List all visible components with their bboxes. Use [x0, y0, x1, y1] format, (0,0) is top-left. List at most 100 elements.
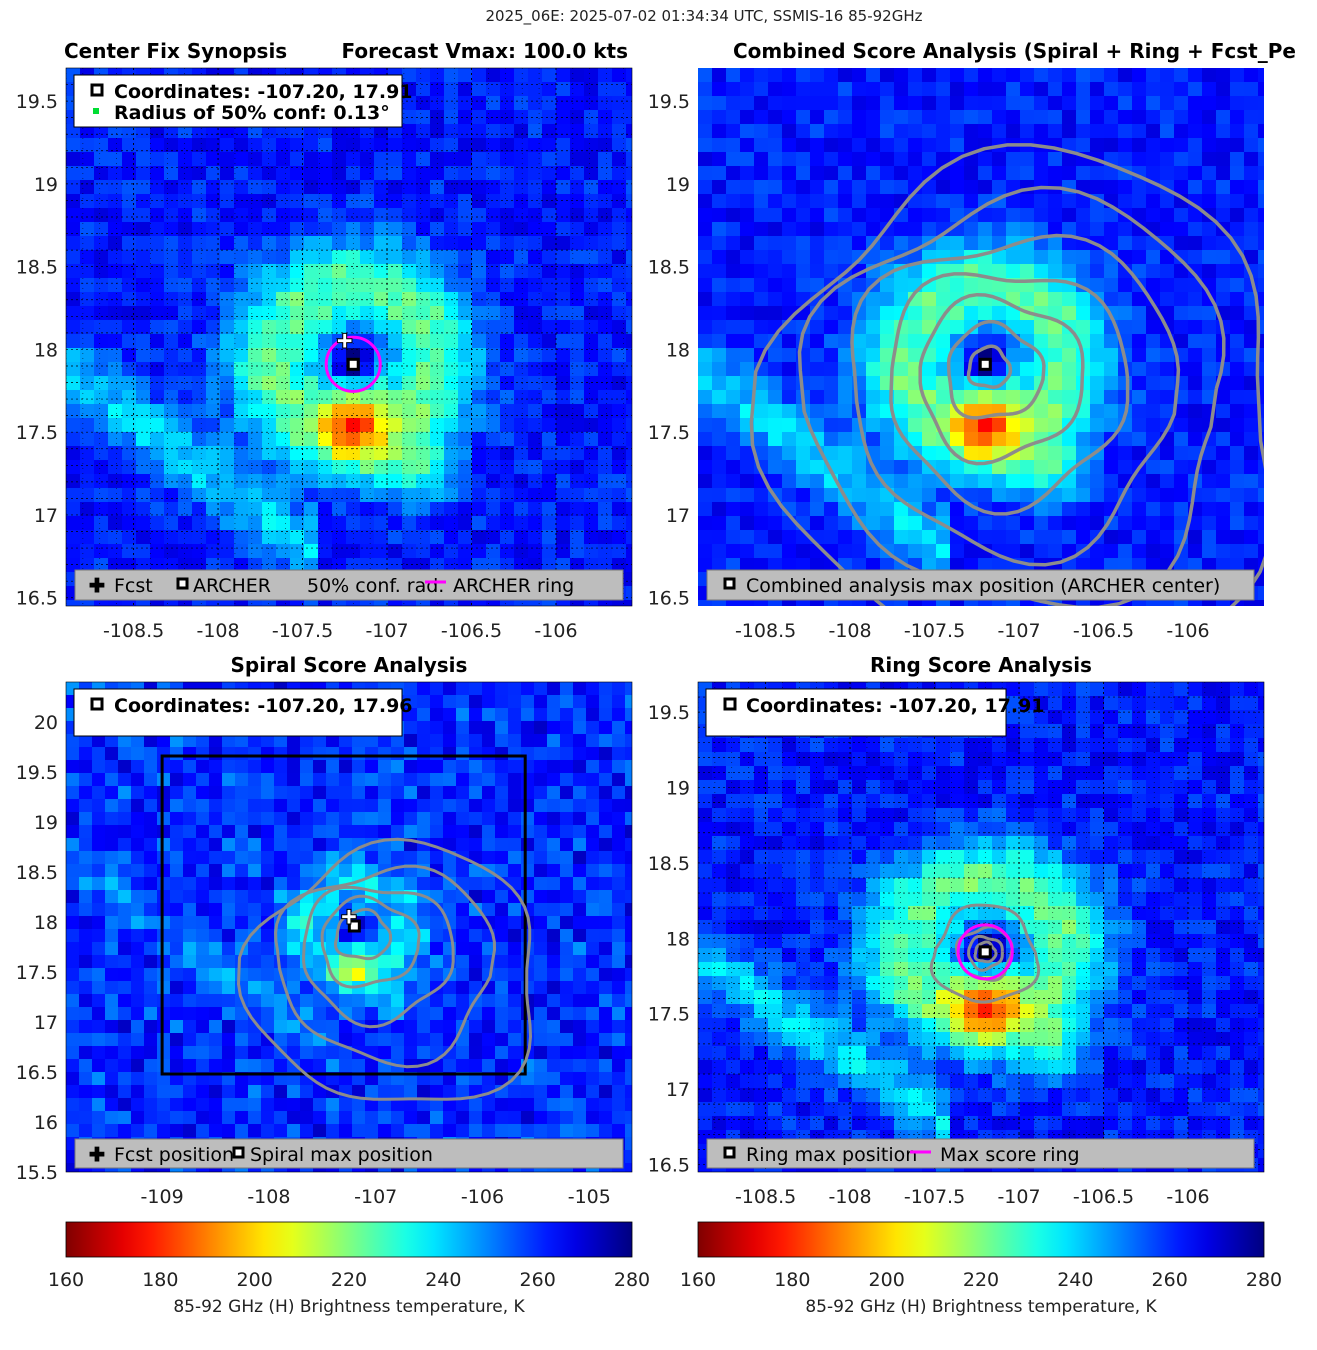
heatmap-cell [500, 208, 515, 223]
heatmap-cell [416, 488, 431, 503]
heatmap-cell [178, 530, 193, 545]
heatmap-cell [444, 544, 459, 559]
heatmap-cell [612, 334, 627, 349]
heatmap-cell [170, 1098, 184, 1112]
heatmap-cell [586, 942, 600, 956]
heatmap-cell [508, 994, 522, 1008]
heatmap-cell [346, 222, 361, 237]
heatmap-cell [248, 994, 262, 1008]
heatmap-cell [92, 864, 106, 878]
heatmap-cell [1020, 446, 1035, 461]
heatmap-cell [458, 208, 473, 223]
heatmap-cell [514, 460, 529, 475]
heatmap-cell [612, 1111, 626, 1125]
heatmap-cell [300, 1007, 314, 1021]
heatmap-cell [1216, 530, 1231, 545]
heatmap-cell [105, 1098, 119, 1112]
center-fix-heatmap [66, 68, 632, 606]
heatmap-cell [206, 320, 221, 335]
heatmap-cell [598, 110, 613, 125]
heatmap-cell [1020, 348, 1035, 363]
heatmap-cell [726, 432, 741, 447]
heatmap-cell [332, 488, 347, 503]
heatmap-cell [456, 695, 470, 709]
heatmap-cell [824, 180, 839, 195]
heatmap-cell [824, 446, 839, 461]
heatmap-cell [964, 600, 979, 606]
heatmap-cell [170, 773, 184, 787]
heatmap-cell [456, 929, 470, 943]
heatmap-cell [365, 968, 379, 982]
heatmap-cell [866, 68, 881, 83]
heatmap-cell [482, 812, 496, 826]
heatmap-cell [584, 96, 599, 111]
heatmap-cell [712, 278, 727, 293]
heatmap-cell [992, 516, 1007, 531]
heatmap-cell [66, 446, 81, 461]
heatmap-cell [144, 968, 158, 982]
heatmap-cell [598, 446, 613, 461]
heatmap-cell [261, 890, 275, 904]
heatmap-cell [560, 942, 574, 956]
heatmap-cell [894, 166, 909, 181]
heatmap-cell [261, 903, 275, 917]
heatmap-cell [444, 152, 459, 167]
heatmap-cell [712, 516, 727, 531]
heatmap-cell [164, 124, 179, 139]
heatmap-cell [196, 929, 210, 943]
heatmap-cell [1174, 460, 1189, 475]
heatmap-cell [157, 799, 171, 813]
heatmap-cell [1132, 264, 1147, 279]
heatmap-cell [922, 544, 937, 559]
heatmap-cell [404, 825, 418, 839]
heatmap-cell [922, 152, 937, 167]
heatmap-cell [374, 390, 389, 405]
heatmap-cell [586, 773, 600, 787]
heatmap-cell [712, 474, 727, 489]
heatmap-cell [235, 903, 249, 917]
heatmap-cell [754, 334, 769, 349]
heatmap-cell [612, 390, 627, 405]
heatmap-cell [192, 516, 207, 531]
heatmap-cell [528, 418, 543, 433]
heatmap-cell [118, 760, 132, 774]
heatmap-cell [796, 138, 811, 153]
heatmap-cell [192, 278, 207, 293]
heatmap-cell [852, 236, 867, 251]
heatmap-cell [222, 1098, 236, 1112]
heatmap-cell [274, 851, 288, 865]
heatmap-cell [1188, 376, 1203, 391]
heatmap-cell [1216, 474, 1231, 489]
heatmap-cell [360, 544, 375, 559]
heatmap-cell [352, 838, 366, 852]
heatmap-cell [157, 1020, 171, 1034]
heatmap-cell [391, 734, 405, 748]
heatmap-cell [573, 773, 587, 787]
heatmap-cell [136, 320, 151, 335]
heatmap-cell [514, 474, 529, 489]
heatmap-cell [1216, 82, 1231, 97]
heatmap-cell [136, 488, 151, 503]
heatmap-cell [740, 362, 755, 377]
heatmap-cell [599, 734, 613, 748]
heatmap-cell [508, 838, 522, 852]
heatmap-cell [964, 278, 979, 293]
heatmap-cell [183, 955, 197, 969]
heatmap-cell [391, 760, 405, 774]
heatmap-cell [105, 812, 119, 826]
heatmap-cell [1202, 222, 1217, 237]
heatmap-cell [458, 320, 473, 335]
heatmap-cell [222, 799, 236, 813]
center-fix-overlays: ✚ [324, 329, 382, 393]
heatmap-cell [183, 812, 197, 826]
heatmap-cell [964, 432, 979, 447]
heatmap-cell [66, 306, 81, 321]
heatmap-cell [94, 222, 109, 237]
heatmap-cell [144, 773, 158, 787]
heatmap-cell [131, 812, 145, 826]
heatmap-cell [598, 502, 613, 517]
heatmap-cell [222, 1124, 236, 1138]
heatmap-cell [1160, 530, 1175, 545]
heatmap-cell [235, 838, 249, 852]
heatmap-cell [164, 348, 179, 363]
